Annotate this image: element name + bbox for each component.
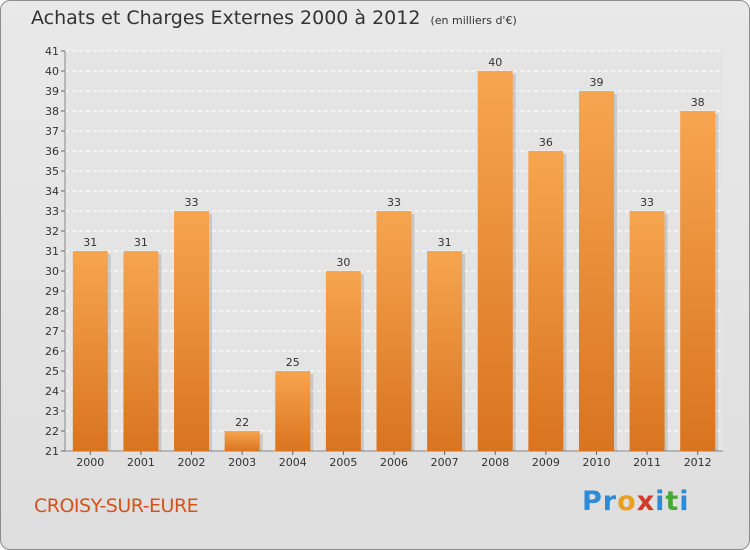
y-tick-label: 36	[45, 145, 59, 158]
y-tick-label: 25	[45, 365, 59, 378]
x-tick-label: 2009	[532, 456, 560, 469]
y-tick-label: 37	[45, 125, 59, 138]
bar-value-label: 33	[185, 196, 199, 209]
city-name: CROISY-SUR-EURE	[34, 495, 199, 517]
chart-title-unit: (en milliers d'€)	[430, 14, 517, 27]
logo-letter: x	[636, 486, 656, 517]
y-tick-label: 33	[45, 205, 59, 218]
bar	[174, 211, 210, 451]
bar-value-label: 36	[539, 136, 553, 149]
bar-value-label: 33	[640, 196, 654, 209]
y-tick-label: 22	[45, 425, 59, 438]
logo-letter: i	[655, 486, 666, 517]
chart-title-main: Achats et Charges Externes 2000 à 2012	[31, 7, 421, 29]
bar	[224, 431, 260, 451]
y-tick-label: 40	[45, 65, 59, 78]
y-tick-label: 30	[45, 265, 59, 278]
bar	[629, 211, 665, 451]
y-tick-label: 29	[45, 285, 59, 298]
x-tick-label: 2006	[380, 456, 408, 469]
bar-value-label: 22	[235, 416, 249, 429]
bar-value-label: 31	[134, 236, 148, 249]
label-layer: 21 22 23 24 25 26 27 28 29 30 31 32 33 34 35 36 37 38 39 40…	[45, 45, 712, 469]
y-tick-label: 27	[45, 325, 59, 338]
bar-value-label: 40	[488, 56, 502, 69]
bar	[427, 251, 463, 451]
x-tick-label: 2012	[684, 456, 712, 469]
bar-layer	[72, 71, 719, 451]
chart-title: Achats et Charges Externes 2000 à 2012 (e…	[31, 7, 517, 29]
y-tick-label: 24	[45, 385, 59, 398]
bar	[528, 151, 564, 451]
bar-value-label: 39	[589, 76, 603, 89]
bar	[123, 251, 159, 451]
x-tick-label: 2005	[329, 456, 357, 469]
bar-value-label: 38	[691, 96, 705, 109]
bar-value-label: 33	[387, 196, 401, 209]
x-tick-label: 2007	[431, 456, 459, 469]
x-tick-label: 2010	[582, 456, 610, 469]
y-tick-label: 23	[45, 405, 59, 418]
logo-letter: t	[665, 486, 680, 517]
bar	[325, 271, 361, 451]
x-tick-label: 2000	[76, 456, 104, 469]
bar	[477, 71, 513, 451]
x-tick-label: 2011	[633, 456, 661, 469]
y-tick-label: 31	[45, 245, 59, 258]
y-tick-label: 38	[45, 105, 59, 118]
bar	[376, 211, 412, 451]
y-tick-label: 21	[45, 445, 59, 458]
bar-value-label: 31	[83, 236, 97, 249]
bar-value-label: 25	[286, 356, 300, 369]
y-tick-label: 32	[45, 225, 59, 238]
x-tick-label: 2008	[481, 456, 509, 469]
bar	[578, 91, 614, 451]
y-tick-label: 41	[45, 45, 59, 58]
bar	[275, 371, 311, 451]
y-tick-label: 28	[45, 305, 59, 318]
logo-letter: r	[602, 486, 618, 517]
bar	[72, 251, 108, 451]
y-tick-label: 39	[45, 85, 59, 98]
y-tick-label: 35	[45, 165, 59, 178]
logo-letter: i	[679, 486, 690, 517]
x-tick-label: 2002	[178, 456, 206, 469]
bar-value-label: 30	[336, 256, 350, 269]
x-tick-label: 2003	[228, 456, 256, 469]
y-tick-label: 26	[45, 345, 59, 358]
proxiti-logo: Proxiti	[582, 486, 690, 517]
logo-letter: o	[617, 486, 637, 517]
y-tick-label: 34	[45, 185, 59, 198]
logo-letter: P	[582, 486, 603, 517]
bar	[680, 111, 716, 451]
bar-value-label: 31	[438, 236, 452, 249]
x-tick-label: 2001	[127, 456, 155, 469]
x-tick-label: 2004	[279, 456, 307, 469]
